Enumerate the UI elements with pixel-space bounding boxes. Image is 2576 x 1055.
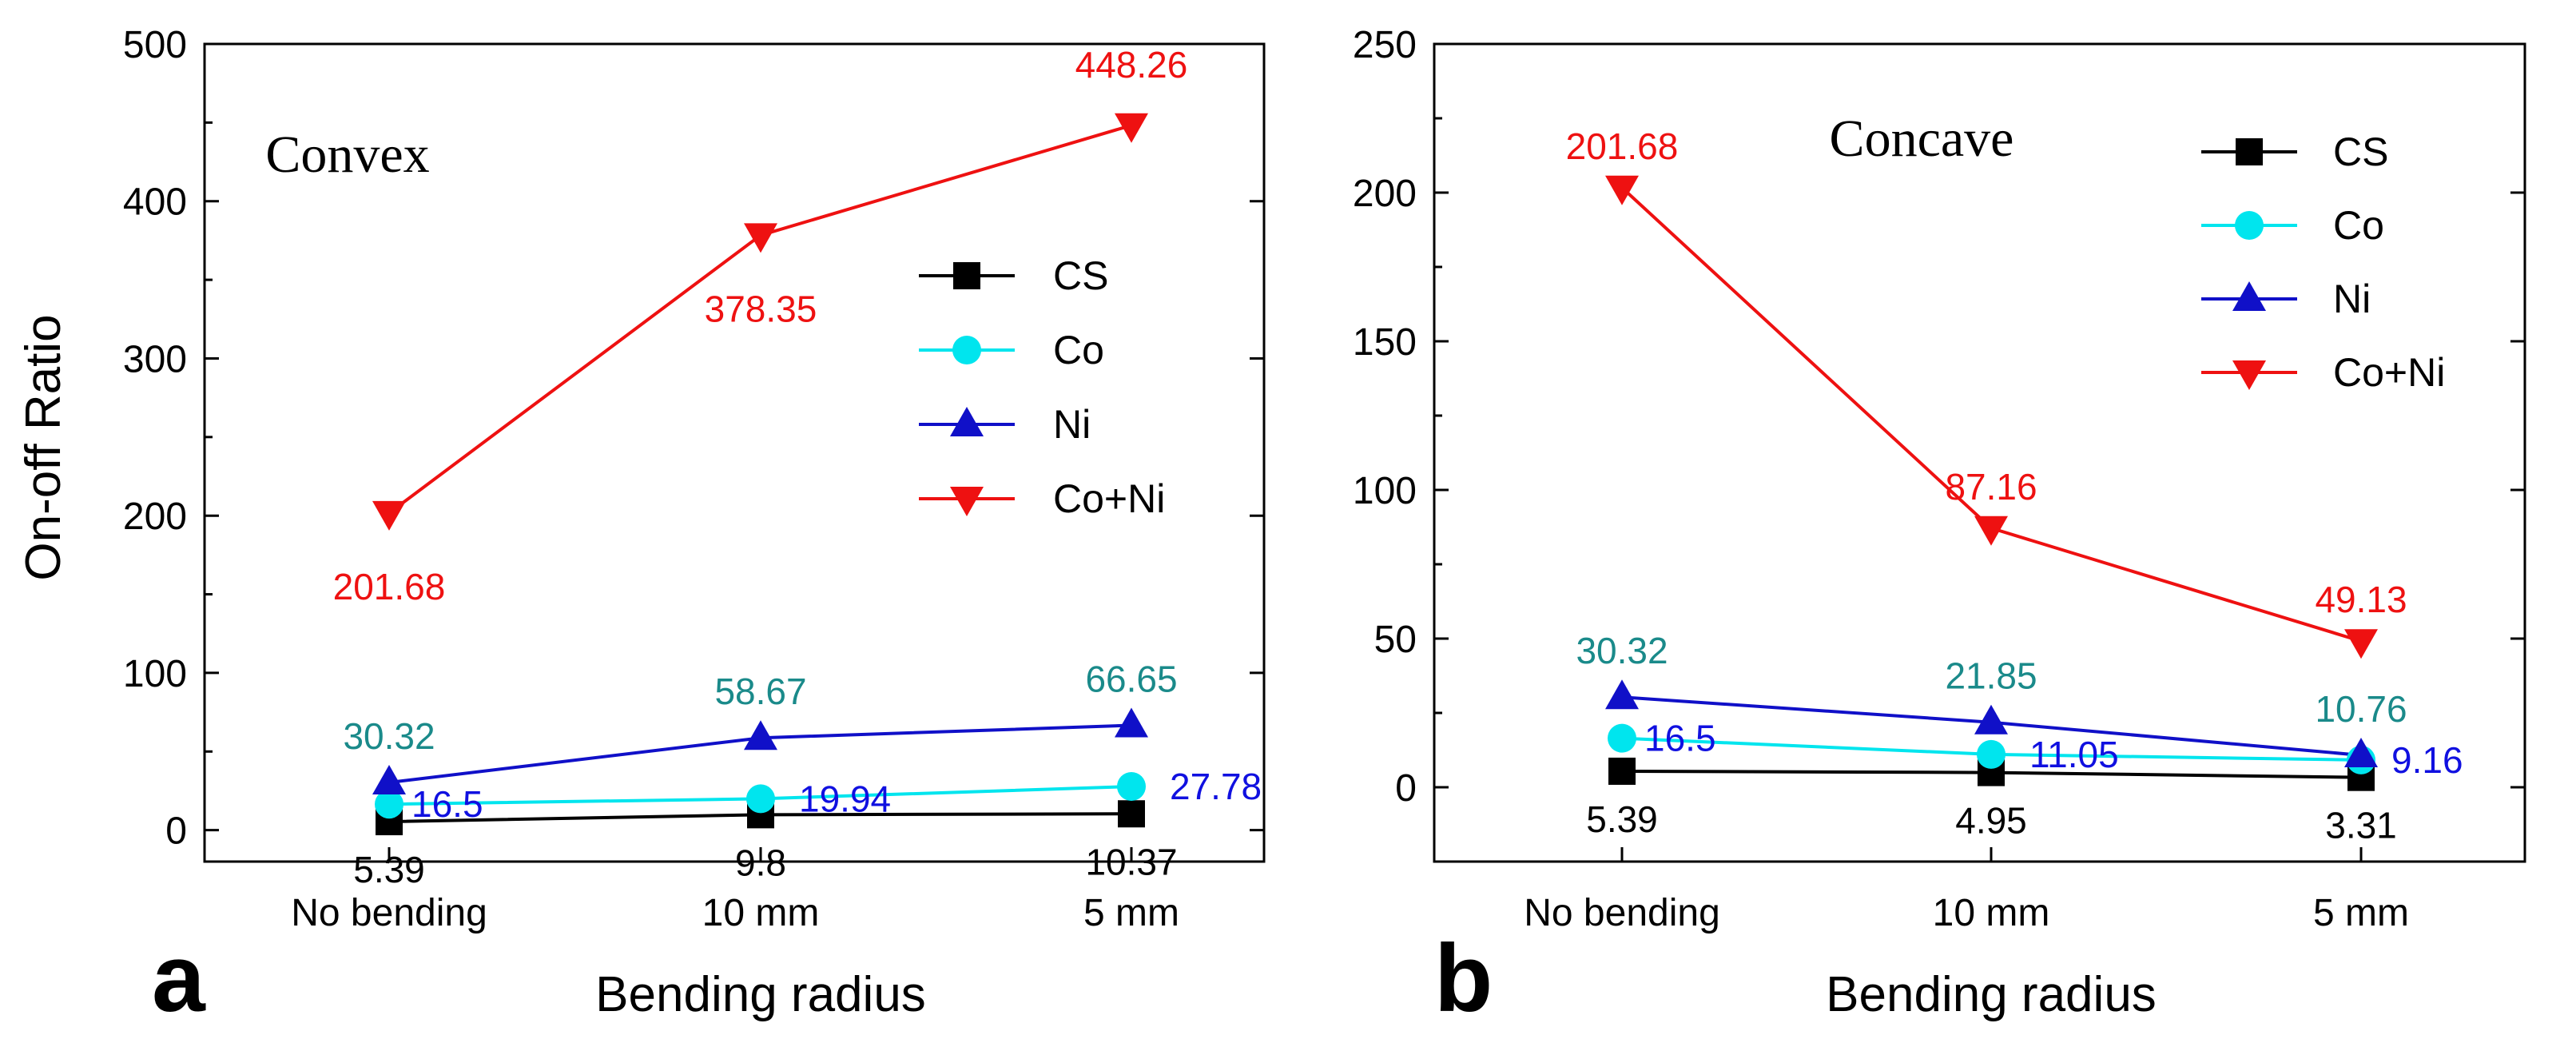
y-tick-label: 250 [1353, 24, 1417, 66]
panel-label: b [1434, 925, 1493, 1032]
y-tick-label: 500 [123, 24, 187, 66]
data-label: 5.39 [353, 849, 425, 890]
data-point-ni [1605, 679, 1639, 710]
plot-frame [1433, 42, 2526, 863]
panel-label: a [152, 925, 206, 1032]
data-label: 21.85 [1945, 655, 2037, 697]
chart-title: Concave [1830, 109, 2014, 168]
data-point-co-ni [1605, 175, 1639, 205]
data-point-co [746, 784, 775, 814]
data-point-ni [1974, 704, 2008, 735]
y-tick-label: 100 [123, 653, 187, 695]
data-point-ni [744, 720, 777, 750]
legend-marker [950, 487, 984, 516]
data-label: 4.95 [1955, 800, 2027, 842]
data-point-co-ni [372, 500, 406, 531]
y-tick-label: 100 [1353, 470, 1417, 512]
data-label: 27.78 [1170, 766, 1262, 807]
data-label: 49.13 [2315, 579, 2407, 620]
data-point-cs [1118, 800, 1145, 828]
legend-label: Co [2333, 203, 2384, 248]
y-tick-label: 300 [123, 338, 187, 380]
data-label: 11.05 [2029, 734, 2119, 775]
x-tick-label: 10 mm [702, 892, 820, 934]
x-axis-label: Bending radius [595, 967, 926, 1022]
legend-label: CS [1053, 253, 1108, 298]
y-tick-label: 200 [123, 496, 187, 538]
data-point-co [1977, 739, 2006, 769]
legend-label: Ni [1053, 402, 1091, 447]
y-tick-label: 0 [165, 810, 187, 853]
data-label: 201.68 [1566, 125, 1679, 167]
x-tick-label: No bending [1524, 892, 1720, 934]
data-point-co [1117, 772, 1146, 802]
data-point-cs [1608, 757, 1636, 785]
data-label: 201.68 [333, 566, 446, 607]
data-label: 30.32 [1576, 630, 1668, 671]
legend-marker [952, 336, 981, 364]
legend-marker [2235, 211, 2264, 240]
data-point-co-ni [1115, 113, 1148, 143]
legend-marker [2232, 281, 2266, 311]
x-tick-label: No bending [291, 892, 487, 934]
data-label: 378.35 [705, 288, 817, 329]
y-tick-label: 200 [1353, 173, 1417, 215]
data-point-co [375, 790, 403, 819]
x-tick-label: 5 mm [2313, 892, 2409, 934]
data-point-ni [2344, 737, 2378, 767]
y-tick-label: 400 [123, 181, 187, 224]
legend-label: Co [1053, 328, 1104, 372]
data-point-ni [372, 765, 406, 795]
y-tick-label: 50 [1374, 619, 1417, 661]
legend-marker [953, 262, 980, 289]
data-label: 9.16 [2391, 739, 2463, 781]
y-tick-label: 150 [1353, 321, 1417, 364]
legend-label: Ni [2333, 277, 2371, 321]
data-label: 9.8 [735, 842, 786, 883]
data-point-ni [1115, 707, 1148, 738]
data-label: 66.65 [1085, 659, 1177, 700]
legend-marker [950, 407, 984, 436]
data-point-co-ni [2344, 629, 2378, 659]
panel-a-chart: 0 100 200 300 400 500 No bending 10 mm 5 mm 5.39 9… [123, 24, 1266, 1032]
data-label: 16.5 [411, 783, 483, 825]
data-point-co-ni [744, 223, 777, 253]
panel-b-chart: 0 50 100 150 200 250 No bending 10 mm 5 mm 5.39 4.… [1353, 24, 2526, 1032]
data-label: 58.67 [714, 671, 806, 712]
legend-label: Co+Ni [2333, 350, 2445, 395]
data-label: 10.37 [1085, 841, 1177, 882]
data-label: 30.32 [343, 715, 435, 757]
data-label: 3.31 [2325, 805, 2397, 846]
x-tick-label: 10 mm [1933, 892, 2050, 934]
data-point-co [1608, 723, 1636, 753]
y-axis-label: On-off Ratio [16, 314, 71, 580]
data-label: 448.26 [1075, 44, 1188, 86]
x-axis-label: Bending radius [1826, 967, 2157, 1022]
legend-label: CS [2333, 129, 2388, 174]
legend-marker [2236, 138, 2263, 165]
plot-frame [203, 42, 1266, 863]
data-point-co-ni [1974, 516, 2008, 546]
data-label: 5.39 [1586, 798, 1658, 840]
data-label: 16.5 [1644, 718, 1716, 759]
data-label: 87.16 [1945, 466, 2037, 508]
x-tick-label: 5 mm [1083, 892, 1179, 934]
legend-marker [2232, 360, 2266, 390]
legend-label: Co+Ni [1053, 476, 1165, 521]
series-line-co-ni [1620, 186, 2362, 643]
data-label: 19.94 [799, 778, 891, 819]
data-label: 10.76 [2315, 688, 2407, 730]
y-tick-label: 0 [1395, 767, 1417, 810]
chart-title: Convex [265, 125, 429, 184]
